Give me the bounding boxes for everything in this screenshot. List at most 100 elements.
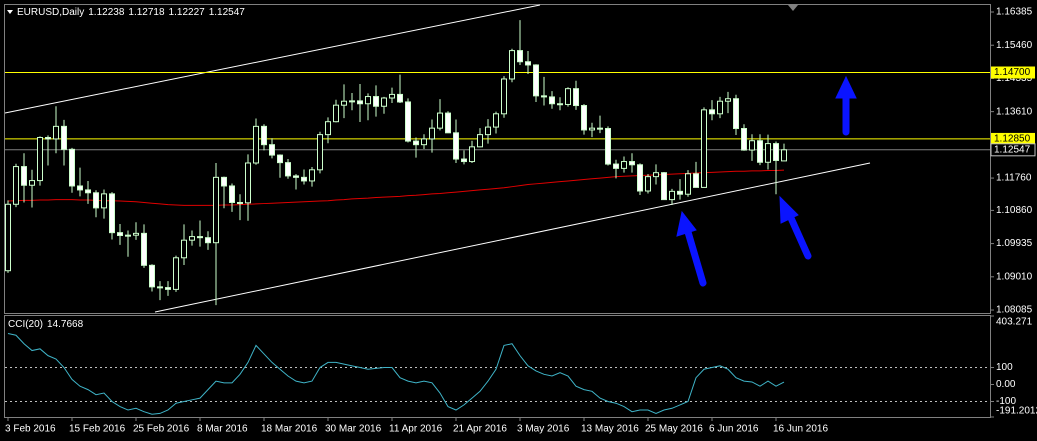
trend-line (154, 162, 871, 313)
cci-line (7, 333, 785, 415)
level-label-box (991, 66, 1035, 79)
candle-body (397, 93, 403, 103)
candle-body (429, 127, 435, 140)
low: 1.12227 (169, 7, 206, 18)
candle-body (269, 144, 275, 156)
level-label: 1.14700 (994, 67, 1031, 78)
x-tick-label: 8 Mar 2016 (197, 424, 248, 435)
candle-body (365, 96, 371, 105)
candle-body (621, 161, 627, 169)
candle-body (757, 140, 763, 163)
candle-body (389, 93, 395, 99)
candle-body (285, 162, 291, 177)
y-tick-label: 1.14535 (996, 73, 1033, 84)
candle-body (109, 193, 115, 234)
candle-body (141, 232, 147, 266)
close: 1.12547 (209, 7, 246, 18)
trend-line (4, 4, 541, 114)
y-tick-label: 1.08085 (996, 305, 1033, 316)
cci-value: 14.7668 (47, 319, 84, 330)
candle-body (461, 158, 467, 163)
candle-body (525, 61, 531, 66)
candle-body (517, 50, 523, 63)
y-tick-label: 1.15460 (996, 40, 1033, 51)
candle-body (237, 201, 243, 204)
x-tick-label: 21 Apr 2016 (453, 424, 507, 435)
x-tick-label: 13 May 2016 (581, 424, 639, 435)
candle-body (549, 96, 555, 105)
candle-body (573, 88, 579, 107)
candle-body (693, 173, 699, 188)
candle-body (613, 163, 619, 169)
candle-body (605, 128, 611, 165)
cci-tick-label: -191.2012 (996, 406, 1037, 417)
open: 1.12238 (88, 7, 125, 18)
candle-body (701, 109, 707, 188)
x-tick-label: 3 Feb 2016 (5, 424, 56, 435)
y-tick-label: 1.11760 (996, 173, 1032, 184)
candle-body (373, 96, 379, 107)
arrow (787, 214, 812, 260)
annotation-arrows (676, 75, 857, 287)
candle-body (381, 97, 387, 107)
y-tick-label: 1.09935 (996, 238, 1033, 249)
candle-body (29, 180, 35, 186)
candle-body (165, 287, 171, 290)
candle-body (189, 236, 195, 241)
high: 1.12718 (128, 7, 165, 18)
candle-body (733, 98, 739, 130)
x-tick-label: 25 Feb 2016 (133, 424, 190, 435)
x-tick-label: 30 Mar 2016 (325, 424, 382, 435)
candle-body (661, 172, 667, 201)
y-tick-label: 1.09010 (996, 271, 1033, 282)
candle-body (725, 98, 731, 102)
candle-body (597, 127, 603, 130)
candle-body (261, 125, 267, 146)
candle-body (741, 128, 747, 151)
candle-body (685, 173, 691, 195)
candle-body (253, 125, 259, 164)
candle-body (205, 237, 211, 244)
candle-body (77, 185, 83, 191)
candle-body (501, 78, 507, 115)
x-tick-label: 15 Feb 2016 (69, 424, 126, 435)
candle-body (477, 134, 483, 148)
candle-body (301, 176, 307, 182)
candle-body (629, 161, 635, 166)
arrow (684, 228, 707, 287)
candle-body (181, 239, 187, 259)
candle-body (69, 148, 75, 187)
candle-body (317, 134, 323, 171)
cci-tick-label: -100 (996, 396, 1016, 407)
candle-body (653, 172, 659, 178)
candle-body (437, 112, 443, 129)
candle-body (85, 189, 91, 194)
candle-body (53, 125, 59, 140)
candle-body (357, 100, 363, 105)
candle-body (325, 121, 331, 136)
candle-body (101, 193, 107, 209)
price-frame (4, 4, 991, 314)
arrow-head (676, 210, 697, 237)
shift-marker (788, 5, 798, 11)
candle-body (589, 127, 595, 131)
candle-body (669, 190, 675, 201)
candle-body (45, 136, 51, 140)
candle-body (453, 132, 459, 160)
plot: 1.16385 1.15460 1.14535 1.13610 1.11760 1.108… (5, 7, 1037, 435)
cci-frame (4, 315, 991, 418)
x-tick-label: 3 May 2016 (517, 424, 570, 435)
x-tick-label: 16 Jun 2016 (773, 424, 828, 435)
candle-body (565, 88, 571, 105)
candle-body (781, 149, 787, 162)
candle-body (61, 125, 67, 150)
candle-body (245, 162, 251, 204)
candle-body (133, 232, 139, 236)
candle-body (413, 140, 419, 146)
cci-label: CCI(20) (8, 319, 43, 330)
candle-body (557, 103, 563, 106)
cci-tick-label: 0.00 (996, 379, 1016, 390)
candle-body (93, 192, 99, 209)
candle-body (485, 126, 491, 136)
